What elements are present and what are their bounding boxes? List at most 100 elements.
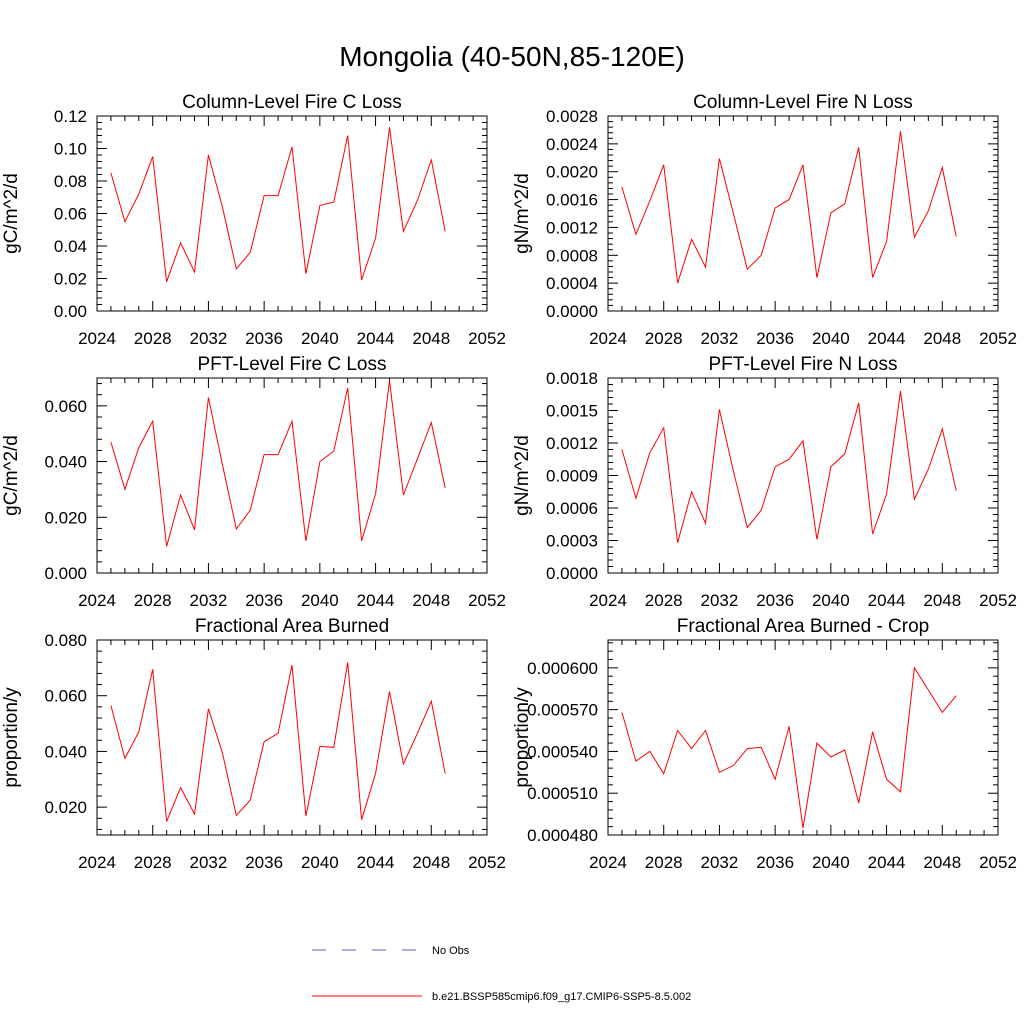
x-tick-label: 2032 [701, 329, 739, 348]
x-tick-label: 2048 [412, 329, 450, 348]
plot-frame [607, 115, 999, 312]
y-tick-label: 0.0000 [546, 564, 598, 583]
x-tick-label: 2052 [979, 591, 1017, 610]
x-tick-label: 2024 [78, 329, 116, 348]
x-tick-label: 2048 [923, 591, 961, 610]
y-tick-label: 0.0024 [546, 135, 598, 154]
y-tick-label: 0.000510 [527, 784, 598, 803]
y-tick-label: 0.000600 [527, 659, 598, 678]
x-tick-label: 2024 [589, 853, 627, 872]
y-axis: 0.00 0.02 0.04 0.06 0.08 0.10 0.12 [54, 107, 487, 321]
chart-panel-2: Column-Level Fire N Loss 2024 2028 2032 2036… [512, 92, 1017, 348]
chart-title-5: Fractional Area Burned [195, 616, 389, 637]
y-tick-label: 0.0003 [546, 532, 598, 551]
x-tick-label: 2040 [812, 853, 850, 872]
legend-label-no-obs: No Obs [432, 945, 470, 957]
x-axis: 2024 2028 2032 2036 2040 2044 2048 2052 [589, 378, 1017, 610]
y-tick-label: 0.0028 [546, 107, 598, 126]
y-tick-label: 0.08 [54, 172, 87, 191]
x-tick-label: 2024 [78, 853, 116, 872]
x-tick-label: 2028 [645, 329, 683, 348]
x-tick-label: 2040 [301, 591, 339, 610]
y-tick-label: 0.0009 [546, 467, 598, 486]
x-tick-label: 2024 [589, 329, 627, 348]
y-tick-label: 0.0000 [546, 302, 598, 321]
x-tick-label: 2048 [923, 329, 961, 348]
y-axis-label: gC/m^2/d [1, 435, 22, 516]
y-tick-label: 0.06 [54, 205, 87, 224]
x-tick-label: 2032 [701, 591, 739, 610]
x-tick-label: 2028 [134, 853, 172, 872]
y-tick-label: 0.12 [54, 107, 87, 126]
x-tick-label: 2036 [245, 853, 283, 872]
y-axis-label: gN/m^2/d [512, 173, 533, 254]
y-tick-label: 0.000570 [527, 701, 598, 720]
series-line [110, 380, 446, 547]
chart-title-6: Fractional Area Burned - Crop [677, 616, 929, 637]
x-tick-label: 2052 [468, 853, 506, 872]
figure-title: Mongolia (40-50N,85-120E) [339, 41, 685, 72]
x-tick-label: 2036 [245, 329, 283, 348]
legend-label-model: b.e21.BSSP585cmip6.f09_g17.CMIP6-SSP5-8.… [432, 991, 691, 1003]
x-tick-label: 2040 [812, 329, 850, 348]
y-axis: 0.000480 0.000510 0.000540 0.000570 0.000600 [527, 642, 998, 845]
chart-title-4: PFT-Level Fire N Loss [709, 354, 898, 375]
x-tick-label: 2040 [301, 329, 339, 348]
y-tick-label: 0.04 [54, 237, 87, 256]
chart-panel-6: Fractional Area Burned - Crop 2024 2028 203… [512, 616, 1017, 872]
y-tick-label: 0.000 [44, 564, 87, 583]
y-tick-label: 0.02 [54, 270, 87, 289]
y-tick-label: 0.040 [44, 742, 87, 761]
x-tick-label: 2044 [868, 853, 906, 872]
series-line [621, 390, 957, 543]
x-tick-label: 2024 [589, 591, 627, 610]
x-tick-label: 2032 [190, 329, 228, 348]
x-axis: 2024 2028 2032 2036 2040 2044 2048 2052 [589, 640, 1017, 872]
chart-panel-3: PFT-Level Fire C Loss 2024 2028 2032 2036 204… [1, 354, 506, 610]
x-tick-label: 2044 [357, 591, 395, 610]
y-tick-label: 0.10 [54, 140, 87, 159]
x-tick-label: 2044 [357, 329, 395, 348]
y-tick-label: 0.060 [44, 397, 87, 416]
x-tick-label: 2048 [412, 853, 450, 872]
x-axis: 2024 2028 2032 2036 2040 2044 2048 2052 [78, 640, 506, 872]
plot-frame [96, 377, 488, 574]
chart-panel-4: PFT-Level Fire N Loss 2024 2028 2032 2036 204… [512, 354, 1017, 610]
x-tick-label: 2052 [468, 329, 506, 348]
y-tick-label: 0.0008 [546, 246, 598, 265]
x-tick-label: 2028 [645, 591, 683, 610]
y-tick-label: 0.000540 [527, 742, 598, 761]
y-tick-label: 0.00 [54, 302, 87, 321]
x-tick-label: 2044 [868, 329, 906, 348]
x-tick-label: 2040 [812, 591, 850, 610]
x-tick-label: 2028 [645, 853, 683, 872]
x-tick-label: 2028 [134, 329, 172, 348]
x-tick-label: 2036 [756, 853, 794, 872]
y-tick-label: 0.0016 [546, 191, 598, 210]
y-tick-label: 0.080 [44, 631, 87, 650]
y-tick-label: 0.020 [44, 798, 87, 817]
chart-title-3: PFT-Level Fire C Loss [198, 354, 387, 375]
x-tick-label: 2048 [412, 591, 450, 610]
y-tick-label: 0.000480 [527, 826, 598, 845]
x-tick-label: 2052 [468, 591, 506, 610]
x-axis: 2024 2028 2032 2036 2040 2044 2048 2052 [589, 116, 1017, 348]
y-tick-label: 0.020 [44, 508, 87, 527]
y-axis-label: gC/m^2/d [1, 173, 22, 254]
y-tick-label: 0.0020 [546, 163, 598, 182]
panels: Column-Level Fire C Loss 2024 2028 2032 2036… [1, 92, 1017, 872]
y-axis: 0.020 0.040 0.060 0.080 [44, 631, 487, 830]
legend: No Obs b.e21.BSSP585cmip6.f09_g17.CMIP6-… [312, 945, 691, 1003]
y-tick-label: 0.0004 [546, 274, 598, 293]
x-tick-label: 2032 [701, 853, 739, 872]
x-tick-label: 2028 [134, 591, 172, 610]
x-tick-label: 2048 [923, 853, 961, 872]
y-tick-label: 0.0006 [546, 499, 598, 518]
y-tick-label: 0.040 [44, 453, 87, 472]
y-axis-label: proportion/y [512, 687, 533, 788]
y-axis: 0.0000 0.0004 0.0008 0.0012 0.0016 0.0020 0.00… [546, 107, 998, 321]
x-tick-label: 2032 [190, 591, 228, 610]
x-tick-label: 2036 [245, 591, 283, 610]
series-line [110, 662, 446, 822]
